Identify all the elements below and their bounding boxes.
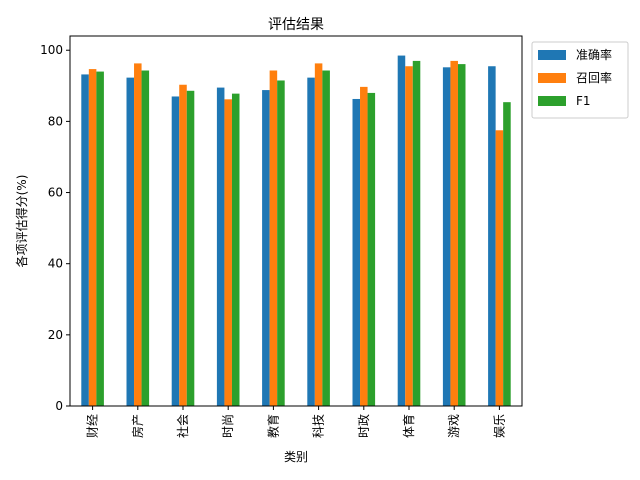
bar-2-9 — [503, 102, 511, 406]
plot-frame — [69, 35, 523, 407]
y-axis: 0 20 40 60 80 100 — [40, 43, 70, 413]
x-axis-label: 类别 — [284, 450, 308, 464]
bar-0-5 — [307, 77, 315, 406]
y-tick-label: 20 — [48, 328, 63, 342]
bar-1-3 — [224, 99, 232, 407]
bar-1-0 — [88, 69, 97, 406]
bar-1-9 — [495, 130, 504, 406]
bar-0-3 — [216, 87, 225, 406]
x-tick-label: 体育 — [401, 414, 416, 438]
bar-1-7 — [405, 66, 413, 406]
bar-2-6 — [367, 92, 376, 406]
x-tick-label: 教育 — [265, 414, 280, 438]
bar-2-0 — [96, 71, 104, 407]
bar-0-0 — [81, 74, 89, 406]
legend-swatch-2 — [538, 96, 566, 106]
x-tick-label: 房产 — [130, 414, 145, 438]
bar-0-8 — [442, 67, 451, 407]
y-tick-label: 0 — [55, 399, 63, 413]
bar-1-8 — [450, 60, 458, 407]
x-axis: 财经 房产 社会 时尚 教育 科技 时政 体育 游戏 娱乐 — [86, 406, 506, 438]
x-tick-label: 财经 — [86, 414, 100, 438]
bar-2-8 — [457, 64, 466, 406]
bar-2-5 — [322, 70, 330, 406]
legend-swatch-1 — [538, 73, 566, 83]
bar-1-4 — [269, 70, 278, 406]
bar-2-2 — [186, 90, 195, 407]
legend-label-2: F1 — [576, 94, 591, 108]
bar-0-6 — [352, 98, 361, 406]
y-tick-label: 80 — [48, 114, 63, 128]
bar-2-7 — [412, 60, 421, 407]
bar-2-3 — [231, 93, 240, 406]
bar-0-4 — [262, 90, 270, 407]
bar-1-6 — [360, 86, 368, 406]
x-tick-label: 娱乐 — [492, 414, 506, 438]
bar-1-1 — [134, 63, 142, 407]
legend-label-1: 召回率 — [576, 70, 612, 85]
bar-2-4 — [277, 80, 285, 406]
y-tick-label: 60 — [48, 186, 63, 200]
bar-0-1 — [126, 77, 135, 406]
bar-1-2 — [179, 84, 187, 406]
y-tick-label: 100 — [40, 43, 63, 57]
bar-1-5 — [314, 63, 323, 407]
bar-0-7 — [397, 55, 406, 406]
legend-label-0: 准确率 — [576, 47, 612, 62]
y-tick-label: 40 — [48, 257, 63, 271]
bar-0-2 — [171, 96, 180, 406]
bar-2-1 — [141, 70, 150, 406]
x-tick-label: 游戏 — [447, 414, 461, 438]
x-tick-label: 时政 — [357, 414, 371, 438]
legend-swatch-0 — [538, 50, 566, 60]
y-axis-label: 各项评估得分(%) — [14, 175, 29, 268]
x-tick-label: 社会 — [175, 414, 190, 438]
x-tick-label: 科技 — [312, 414, 326, 438]
x-tick-label: 时尚 — [221, 414, 235, 438]
plot-area — [81, 55, 511, 407]
chart-title: 评估结果 — [268, 17, 324, 33]
bar-0-9 — [488, 66, 496, 406]
